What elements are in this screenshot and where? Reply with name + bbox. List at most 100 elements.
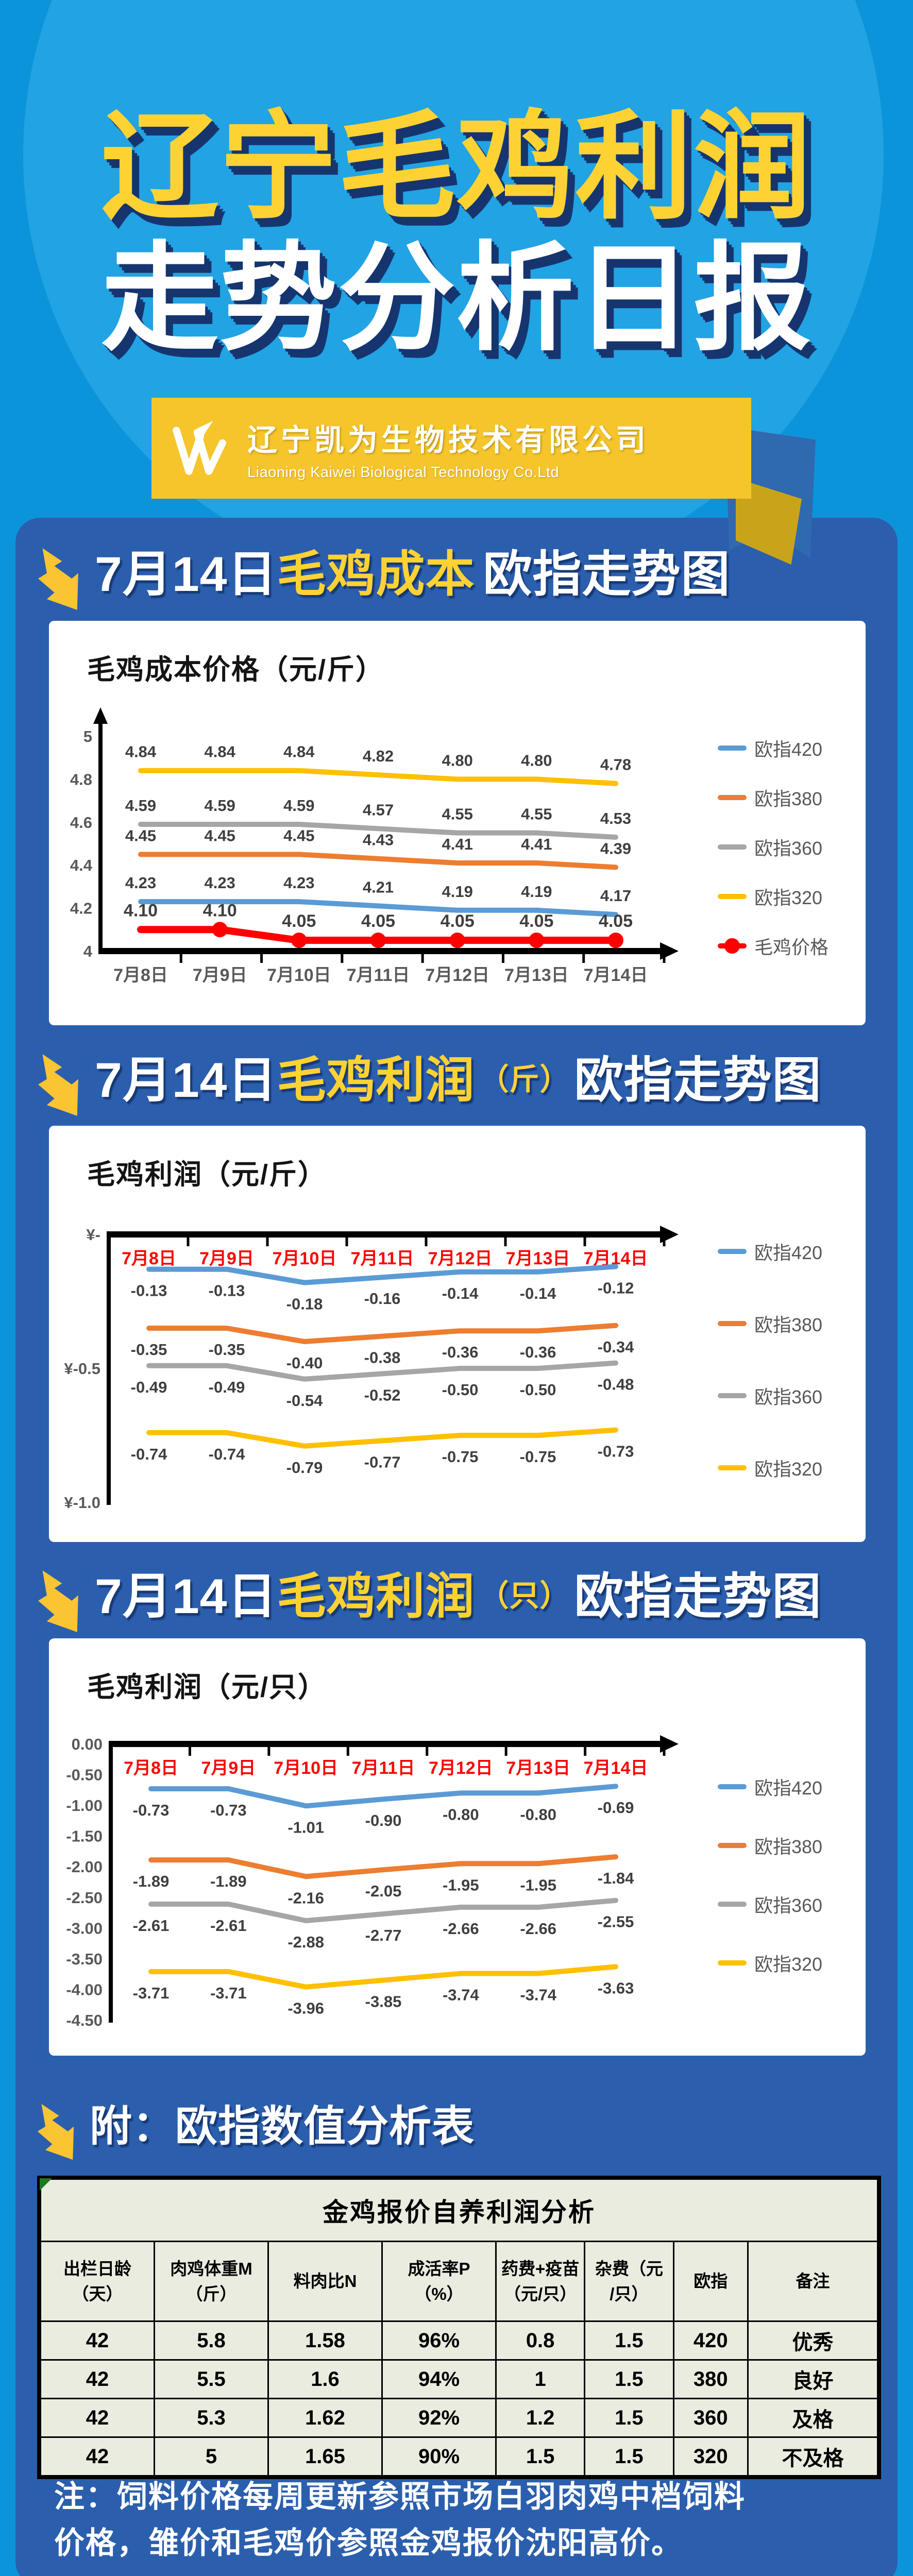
svg-text:-0.73: -0.73 [598,1443,634,1461]
table-cell: 96% [381,2320,497,2361]
svg-text:-2.00: -2.00 [66,1858,103,1876]
arrow-down-right-icon [38,548,78,610]
svg-text:4.59: 4.59 [283,796,314,815]
svg-text:7月13日: 7月13日 [506,1249,570,1268]
svg-text:4.17: 4.17 [600,887,631,905]
table-header-cell: 药费+疫苗 （元/只） [495,2241,586,2322]
svg-text:-2.55: -2.55 [598,1913,634,1931]
svg-text:-3.50: -3.50 [66,1950,103,1968]
svg-text:-0.77: -0.77 [364,1453,401,1471]
table-cell: 1.5 [584,2398,674,2438]
svg-text:-0.73: -0.73 [210,1801,247,1819]
svg-text:7月14日: 7月14日 [584,1758,648,1778]
legend-marker-dot [724,938,740,954]
svg-text:4.59: 4.59 [125,796,156,815]
legend-line-swatch [718,1393,747,1398]
chart-title-cost: 毛鸡成本价格（元/斤） [87,654,385,685]
table-title: 金鸡报价自养利润分析 [40,2178,878,2242]
svg-text:-0.49: -0.49 [131,1378,167,1396]
section-suffix: 欧指走势图 [574,1569,822,1624]
svg-text:4.84: 4.84 [125,743,157,761]
svg-text:4.45: 4.45 [204,826,235,844]
svg-text:4.8: 4.8 [70,770,92,788]
svg-text:4.80: 4.80 [442,751,472,769]
profit-analysis-table: 金鸡报价自养利润分析 出栏日龄 （天） 肉鸡体重M （斤） 料肉比N 成活率P （%）药… [40,2178,878,2477]
legend-line-swatch [718,1902,747,1907]
svg-text:7月8日: 7月8日 [124,1758,178,1778]
svg-text:4.55: 4.55 [521,805,552,823]
svg-text:-0.49: -0.49 [209,1378,245,1396]
table-cell: 1.5 [584,2320,674,2361]
svg-text:4.10: 4.10 [124,901,158,920]
svg-text:-0.13: -0.13 [131,1282,167,1300]
section-date: 7月14日 [95,1053,277,1108]
svg-text:-1.00: -1.00 [66,1797,103,1815]
page-title-line1: 辽宁毛鸡利润 [101,102,812,233]
svg-text:-0.75: -0.75 [442,1448,479,1466]
legend-label: 欧指380 [754,1314,823,1335]
page-title-line2: 走势分析日报 [101,233,812,365]
table-cell: 42 [40,2359,155,2399]
chart-card-profit-jin: 毛鸡利润（元/斤） ¥- ¥-0.5 ¥-1.0 7月8日 7月9日 7月10日 7月11日… [49,1126,866,1542]
svg-text:-0.13: -0.13 [209,1282,245,1300]
table-cell: 42 [40,2398,155,2438]
section-unit [475,557,483,590]
table-header-cell: 欧指 [672,2241,749,2322]
legend-line-swatch [718,938,747,954]
svg-text:-1.84: -1.84 [598,1869,634,1887]
table-cell: 5.5 [154,2359,269,2399]
svg-text:-4.00: -4.00 [66,1980,103,1998]
table-cell: 0.8 [495,2320,586,2361]
legend-item: 欧指360 [718,1382,822,1409]
svg-text:-3.71: -3.71 [133,1984,170,2002]
table-cell: 良好 [747,2359,878,2399]
svg-text:4.19: 4.19 [442,883,472,901]
table-cell: 1.2 [495,2398,586,2438]
svg-text:-0.14: -0.14 [442,1284,479,1302]
legend-item: 欧指420 [718,735,822,761]
svg-text:4.84: 4.84 [204,743,235,761]
svg-text:-3.63: -3.63 [598,1979,634,1997]
legend-label: 欧指420 [754,1777,823,1799]
legend-item: 欧指320 [718,1454,822,1481]
svg-text:-0.74: -0.74 [209,1445,245,1463]
company-name: 辽宁凯为生物技术有限公司 [247,423,650,457]
svg-text:-1.01: -1.01 [288,1818,324,1836]
profit-bird-chart-plot: 0.00 -0.50 -1.00 -1.50 -2.00 -2.50 -3.00 -3.50 -… [66,1735,679,2029]
legend-label: 欧指320 [754,887,823,908]
table-cell: 92% [381,2398,497,2438]
legend-item: 欧指360 [718,1891,822,1918]
svg-text:7月11日: 7月11日 [352,1758,415,1778]
note-line: 价格，雏价和毛鸡价参照金鸡报价沈阳高价。 [54,2526,683,2560]
svg-text:¥-1.0: ¥-1.0 [64,1494,100,1512]
legend-line-swatch [718,1960,747,1965]
section-highlight: 毛鸡成本 [277,547,475,602]
arrow-down-right-icon [38,1054,78,1116]
profit-jin-chart-plot: ¥- ¥-0.5 ¥-1.0 7月8日 7月9日 7月10日 7月11日 7月12日 7月13日… [64,1226,679,1512]
svg-text:-0.34: -0.34 [598,1338,634,1356]
company-name-en: Liaoning Kaiwei Biological Technology Co… [247,464,560,481]
svg-text:-2.16: -2.16 [288,1889,324,1907]
note-text: 注：饲料价格每周更新参照市场白羽肉鸡中档饲料 价格，雏价和毛鸡价参照金鸡报价沈阳… [54,2474,868,2566]
svg-text:7月12日: 7月12日 [429,1758,493,1778]
section-title: 7月14日毛鸡利润 （斤）欧指走势图 [95,1051,822,1111]
svg-text:-0.90: -0.90 [365,1811,402,1829]
legend-label: 欧指420 [754,739,823,760]
svg-text:-1.89: -1.89 [210,1872,247,1890]
svg-text:7月8日: 7月8日 [122,1249,176,1268]
profit-jin-chart-legend: 欧指420 欧指380 欧指360 欧指320 [718,1238,866,1481]
table-header-cell: 出栏日龄 （天） [40,2241,155,2322]
section-suffix: 欧指走势图 [483,547,731,602]
svg-text:-3.85: -3.85 [365,1993,402,2011]
svg-text:-0.36: -0.36 [442,1343,479,1361]
svg-text:-2.50: -2.50 [66,1889,103,1907]
legend-line-swatch [718,795,747,800]
svg-text:4.2: 4.2 [70,900,92,918]
section-date: 7月14日 [95,1569,277,1624]
table-cell: 5 [154,2436,269,2477]
svg-text:-3.74: -3.74 [443,1986,479,2004]
table-cell: 94% [381,2359,497,2399]
section-suffix: 欧指走势图 [574,1053,822,1108]
legend-item: 欧指360 [718,834,822,860]
